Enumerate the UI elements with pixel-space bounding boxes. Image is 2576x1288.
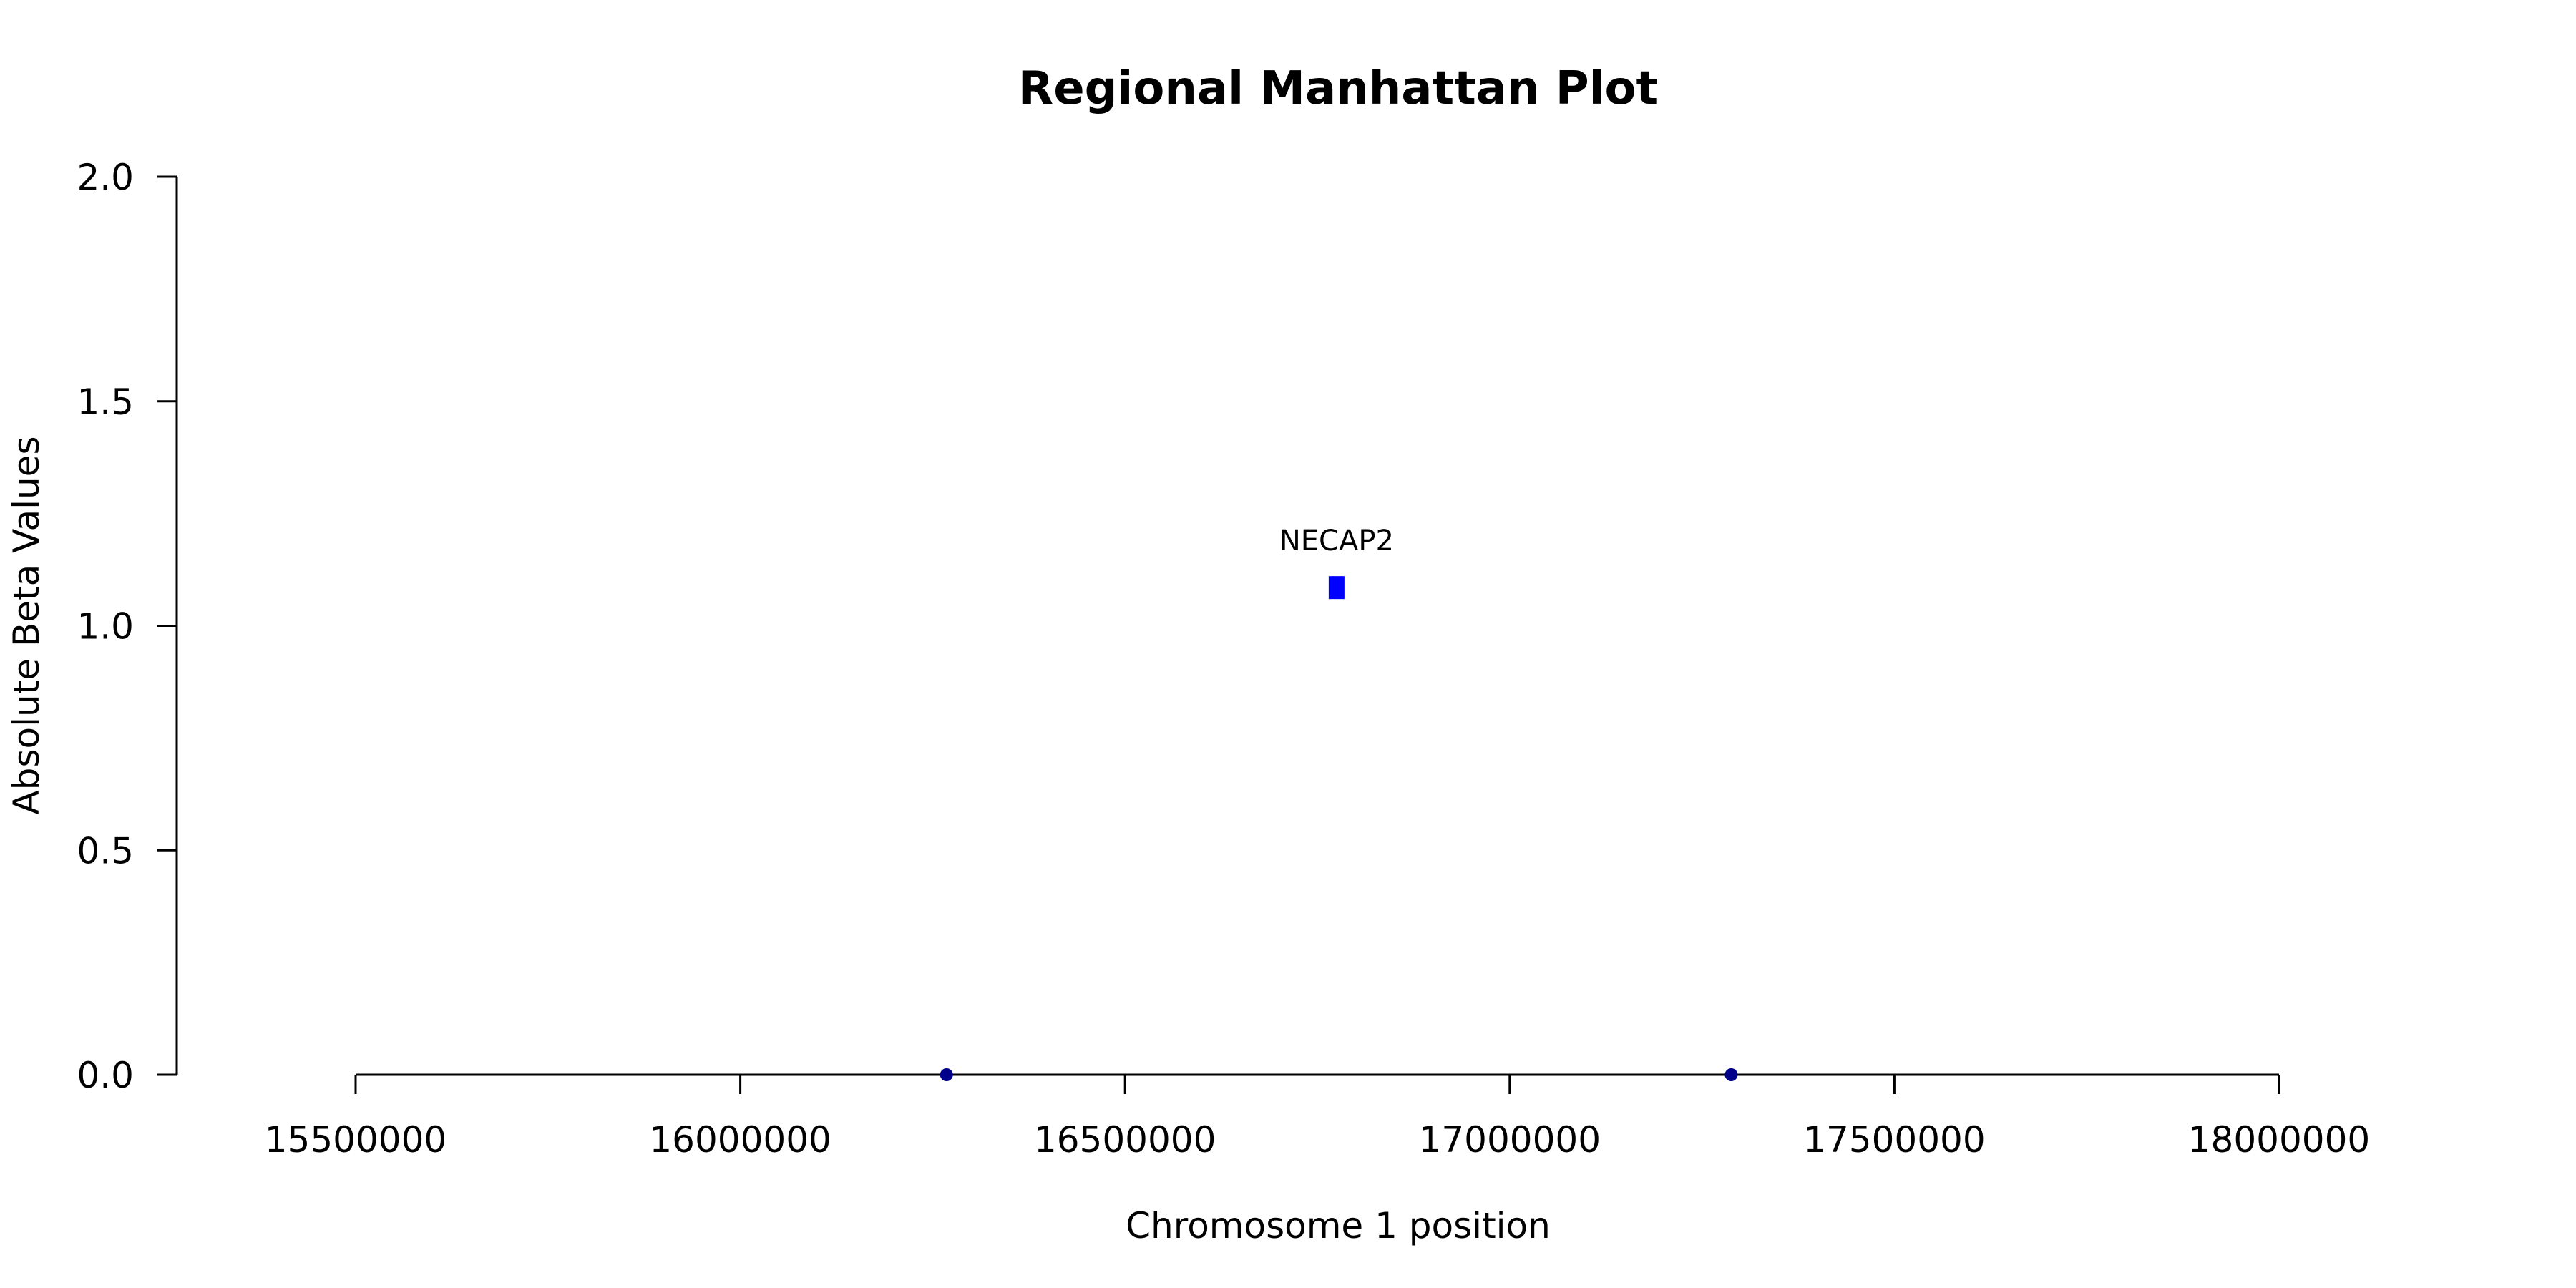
y-tick-label: 1.0 xyxy=(77,606,134,648)
y-ticks: 0.0 0.5 1.0 1.5 2.0 xyxy=(77,157,177,1096)
point-annotation: NECAP2 xyxy=(1279,525,1394,557)
x-axis-label: Chromosome 1 position xyxy=(1126,1205,1551,1246)
x-tick-label: 17000000 xyxy=(1419,1119,1601,1161)
data-point xyxy=(940,1068,953,1081)
data-point xyxy=(1724,1068,1738,1081)
x-tick-label: 15500000 xyxy=(265,1119,447,1161)
y-axis-label: Absolute Beta Values xyxy=(6,436,47,815)
y-tick-label: 0.0 xyxy=(77,1055,134,1096)
chart-title: Regional Manhattan Plot xyxy=(1018,62,1658,115)
x-tick-label: 16000000 xyxy=(649,1119,831,1161)
y-axis: 0.0 0.5 1.0 1.5 2.0 xyxy=(77,157,178,1096)
y-tick-label: 2.0 xyxy=(77,157,134,198)
x-axis: 15500000 16000000 16500000 17000000 17500000… xyxy=(265,1073,2371,1161)
x-tick-label: 16500000 xyxy=(1034,1119,1216,1161)
data-point xyxy=(1328,576,1345,600)
y-tick-label: 1.5 xyxy=(77,381,134,423)
x-ticks: 15500000 16000000 16500000 17000000 17500000… xyxy=(265,1075,2371,1161)
x-tick-label: 17500000 xyxy=(1803,1119,1986,1161)
y-tick-label: 0.5 xyxy=(77,830,134,872)
data-points: NECAP2 xyxy=(940,525,1738,1081)
x-tick-label: 18000000 xyxy=(2188,1119,2371,1161)
